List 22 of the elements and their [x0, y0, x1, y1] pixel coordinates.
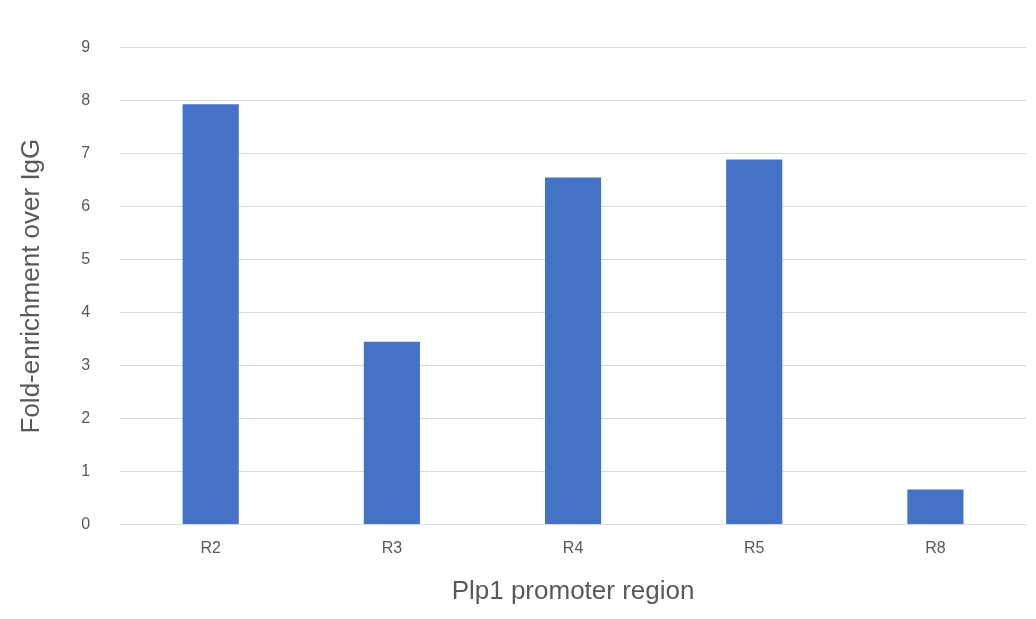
y-tick-label: 6 [81, 197, 91, 215]
bar [726, 159, 783, 525]
x-axis-title: Plp1 promoter region [451, 574, 695, 605]
y-tick-label: 7 [81, 144, 91, 162]
bar [544, 177, 602, 525]
x-tick-label: R4 [562, 538, 584, 556]
x-tick-label: R8 [925, 538, 946, 556]
x-tick-label: R5 [744, 538, 765, 556]
x-tick-label: R3 [381, 538, 403, 556]
bar [363, 341, 420, 525]
y-tick-label: 5 [81, 250, 91, 268]
bar [182, 104, 239, 525]
y-tick-label: 9 [81, 38, 91, 56]
y-axis-title: Fold-enrichment over IgG [14, 138, 45, 434]
x-tick-label: R2 [200, 538, 222, 556]
y-tick-label: 4 [81, 303, 91, 321]
y-tick-label: 3 [81, 356, 91, 374]
y-tick-label: 1 [81, 462, 91, 480]
y-tick-label: 8 [81, 91, 91, 109]
y-tick-label: 2 [81, 409, 91, 427]
bar [907, 489, 964, 525]
y-tick-label: 0 [81, 515, 91, 533]
